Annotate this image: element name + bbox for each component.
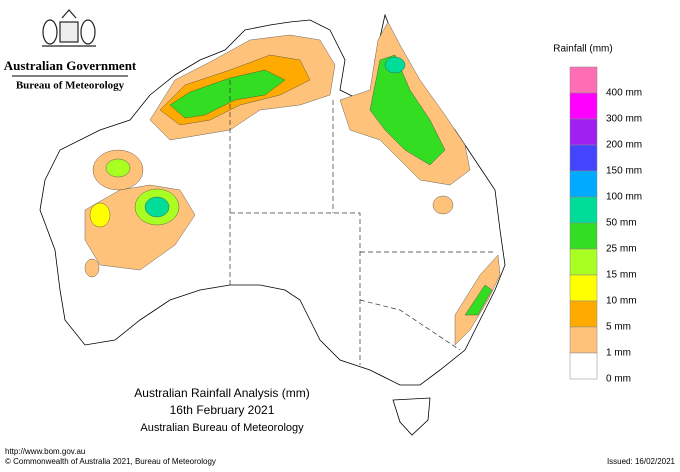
legend-label: 200 mm bbox=[606, 140, 642, 151]
legend-label: 300 mm bbox=[606, 114, 642, 125]
legend-swatch bbox=[569, 92, 598, 120]
legend-label: 15 mm bbox=[606, 270, 637, 281]
legend-label: 0 mm bbox=[606, 374, 631, 385]
legend-swatch bbox=[569, 196, 598, 224]
bureau-name: Bureau of Meteorology bbox=[16, 80, 125, 92]
legend-swatch bbox=[569, 170, 598, 198]
legend-swatch bbox=[569, 222, 598, 250]
map-title: Australian Rainfall Analysis (mm) bbox=[134, 386, 309, 400]
crest bbox=[42, 9, 96, 47]
legend-title: Rainfall (mm) bbox=[553, 44, 612, 55]
legend-swatch bbox=[569, 66, 598, 94]
legend-label: 1 mm bbox=[606, 348, 631, 359]
legend-label: 25 mm bbox=[606, 244, 637, 255]
legend-swatch bbox=[569, 248, 598, 276]
legend-label: 100 mm bbox=[606, 192, 642, 203]
map-date: 16th February 2021 bbox=[170, 403, 275, 417]
map-source: Australian Bureau of Meteorology bbox=[140, 422, 304, 434]
legend-label: 400 mm bbox=[606, 88, 642, 99]
legend-swatch bbox=[569, 274, 598, 302]
legend-swatch bbox=[569, 352, 598, 380]
legend-swatch bbox=[569, 118, 598, 146]
footer-copyright: © Commonwealth of Australia 2021, Bureau… bbox=[5, 457, 216, 466]
legend-label: 150 mm bbox=[606, 166, 642, 177]
legend-label: 5 mm bbox=[606, 322, 631, 333]
tasmania bbox=[392, 397, 431, 436]
legend-swatch bbox=[569, 144, 598, 172]
legend-label: 10 mm bbox=[606, 296, 637, 307]
footer-issued: Issued: 16/02/2021 bbox=[607, 457, 676, 466]
state-borders bbox=[229, 80, 495, 365]
legend-swatch bbox=[569, 326, 598, 354]
legend: 400 mm 300 mm 200 mm 150 mm 100 mm 50 mm 25 mm… bbox=[569, 66, 642, 385]
legend-swatch bbox=[569, 300, 598, 328]
rain-areas bbox=[84, 21, 501, 346]
map bbox=[39, 13, 506, 436]
legend-label: 50 mm bbox=[606, 218, 637, 229]
footer-url: http://www.bom.gov.au bbox=[5, 447, 85, 456]
government-name: Australian Government bbox=[4, 58, 137, 73]
